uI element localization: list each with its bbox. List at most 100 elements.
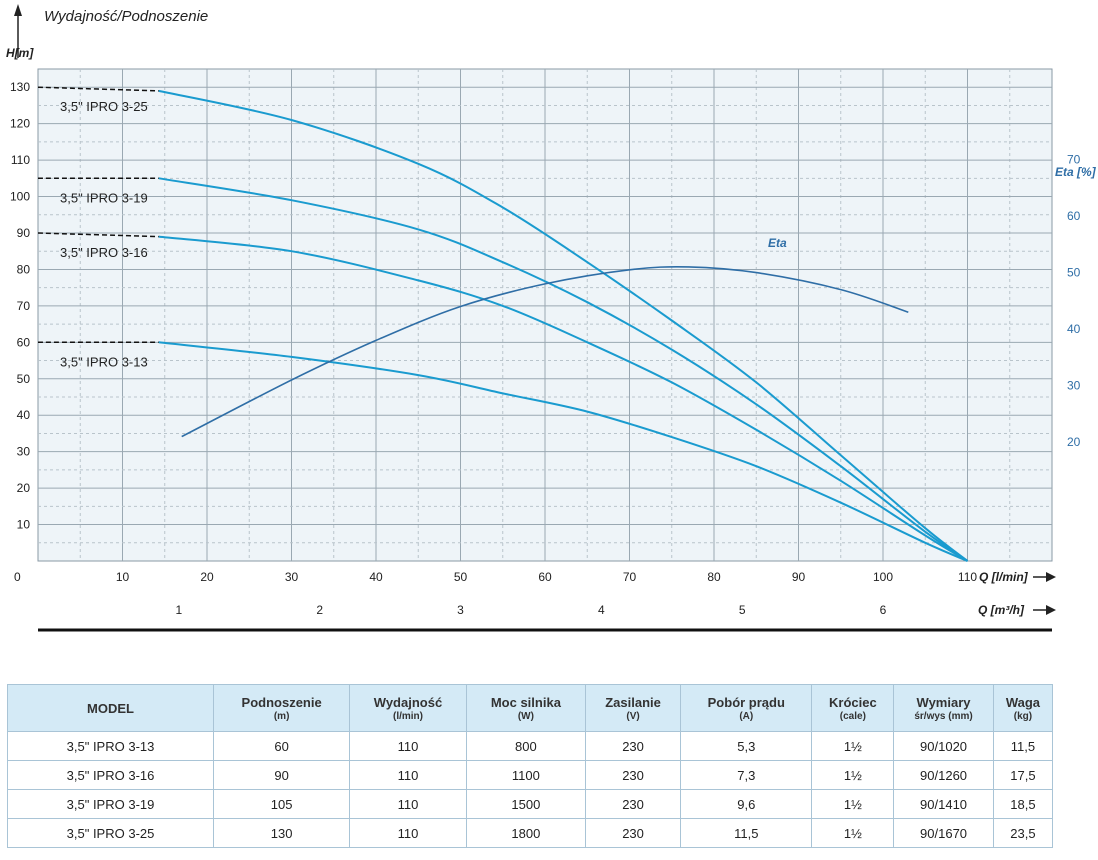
x-tick-label: 100 [873, 570, 893, 584]
eta-tick-label: 50 [1067, 266, 1081, 280]
cell-wydajnosc: 110 [349, 760, 467, 790]
header-podnoszenie: Podnoszenie (m) [212, 684, 351, 732]
spec-table: MODEL Podnoszenie (m) Wydajność (l/min) Mo… [7, 684, 1054, 848]
x2-axis-label: Q [m³/h] [978, 603, 1025, 617]
table-header-row: MODEL Podnoszenie (m) Wydajność (l/min) Mo… [7, 684, 1054, 732]
header-zasilanie: Zasilanie (V) [585, 684, 682, 732]
header-pobor: Pobór prądu (A) [680, 684, 813, 732]
cell-zasilanie: 230 [585, 731, 682, 761]
series-labels: 3,5" IPRO 3-25 3,5" IPRO 3-19 3,5" IPRO 3-… [60, 99, 787, 369]
y-axis-label: H[m] [6, 46, 34, 60]
header-kruciec: Króciec (cale) [811, 684, 895, 732]
series-label: 3,5" IPRO 3-25 [60, 99, 148, 114]
cell-waga: 17,5 [992, 760, 1054, 790]
header-moc: Moc silnika (W) [465, 684, 587, 732]
cell-pobor: 9,6 [680, 789, 813, 819]
cell-model: 3,5" IPRO 3-19 [7, 789, 214, 819]
x2-tick-label: 6 [880, 603, 887, 617]
y-tick-label: 50 [17, 372, 31, 386]
cell-moc: 1100 [465, 760, 587, 790]
y-tick-label: 40 [17, 408, 31, 422]
x2-tick-label: 4 [598, 603, 605, 617]
series-label: 3,5" IPRO 3-16 [60, 245, 148, 260]
x-tick-label: 50 [454, 570, 468, 584]
x2-tick-label: 3 [457, 603, 464, 617]
y-tick-label: 20 [17, 481, 31, 495]
header-wydajnosc: Wydajność (l/min) [349, 684, 467, 732]
cell-model: 3,5" IPRO 3-13 [7, 731, 214, 761]
y-tick-label: 30 [17, 445, 31, 459]
y-tick-label: 60 [17, 335, 31, 349]
series-label: 3,5" IPRO 3-19 [60, 190, 148, 205]
cell-podnoszenie: 90 [212, 760, 351, 790]
x-tick-label: 110 [958, 570, 977, 584]
x-tick-label: 80 [707, 570, 721, 584]
eta-tick-label: 40 [1067, 322, 1081, 336]
cell-model: 3,5" IPRO 3-16 [7, 760, 214, 790]
header-model: MODEL [7, 684, 214, 732]
y-tick-label: 80 [17, 262, 31, 276]
cell-wymiary: 90/1260 [893, 760, 994, 790]
cell-zasilanie: 230 [585, 789, 682, 819]
eta-tick-label: 30 [1067, 379, 1081, 393]
eta-tick-label: 60 [1067, 209, 1081, 223]
y-tick-label: 10 [17, 518, 31, 532]
header-wymiary: Wymiary śr/wys (mm) [893, 684, 994, 732]
cell-kruciec: 1½ [811, 731, 895, 761]
cell-pobor: 11,5 [680, 818, 813, 848]
series-label: 3,5" IPRO 3-13 [60, 354, 148, 369]
cell-wymiary: 90/1670 [893, 818, 994, 848]
cell-kruciec: 1½ [811, 818, 895, 848]
cell-podnoszenie: 130 [212, 818, 351, 848]
x-tick-label: 40 [369, 570, 383, 584]
cell-moc: 1800 [465, 818, 587, 848]
series-group [37, 86, 969, 562]
y-axis-arrow-head [14, 4, 22, 16]
cell-zasilanie: 230 [585, 760, 682, 790]
x2-tick-label: 5 [739, 603, 746, 617]
series-curve [158, 235, 969, 562]
table-row: 3,5" IPRO 3-25 130 110 1800 230 11,5 1½ … [7, 818, 1054, 848]
cell-podnoszenie: 105 [212, 789, 351, 819]
cell-pobor: 7,3 [680, 760, 813, 790]
cell-zasilanie: 230 [585, 818, 682, 848]
x-tick-label: 70 [623, 570, 637, 584]
cell-wydajnosc: 110 [349, 818, 467, 848]
cell-kruciec: 1½ [811, 789, 895, 819]
cell-wymiary: 90/1410 [893, 789, 994, 819]
x-tick-label: 30 [285, 570, 299, 584]
y-tick-label: 90 [17, 226, 31, 240]
eta-axis-label: Eta [%] [1055, 165, 1097, 179]
eta-curve [181, 265, 909, 438]
y-tick-label: 70 [17, 299, 31, 313]
x2-axis-arrow-head [1046, 605, 1056, 615]
cell-pobor: 5,3 [680, 731, 813, 761]
y-tick-label: 130 [10, 80, 30, 94]
series-curve [158, 89, 969, 562]
y-tick-label: 120 [10, 117, 30, 131]
x-tick-label: 20 [200, 570, 214, 584]
y-tick-label: 110 [11, 153, 30, 167]
table-row: 3,5" IPRO 3-13 60 110 800 230 5,3 1½ 90/… [7, 731, 1054, 761]
x-axis-label: Q [l/min] [979, 570, 1029, 584]
cell-wydajnosc: 110 [349, 731, 467, 761]
table-row: 3,5" IPRO 3-19 105 110 1500 230 9,6 1½ 9… [7, 789, 1054, 819]
x-axis-arrow-head [1046, 572, 1056, 582]
x-tick-label: 90 [792, 570, 806, 584]
cell-moc: 1500 [465, 789, 587, 819]
cell-model: 3,5" IPRO 3-25 [7, 818, 214, 848]
cell-waga: 18,5 [992, 789, 1054, 819]
chart-title: Wydajność/Podnoszenie [44, 8, 208, 25]
x2-tick-label: 1 [175, 603, 182, 617]
eta-series-label: Eta [768, 236, 787, 250]
x-tick-label: 10 [116, 570, 130, 584]
eta-tick-label: 20 [1067, 435, 1081, 449]
series-curve [158, 177, 969, 562]
x-tick-label: 60 [538, 570, 552, 584]
cell-waga: 11,5 [992, 731, 1054, 761]
series-curve-dashed [37, 86, 159, 92]
header-waga: Waga (kg) [992, 684, 1054, 732]
cell-kruciec: 1½ [811, 760, 895, 790]
